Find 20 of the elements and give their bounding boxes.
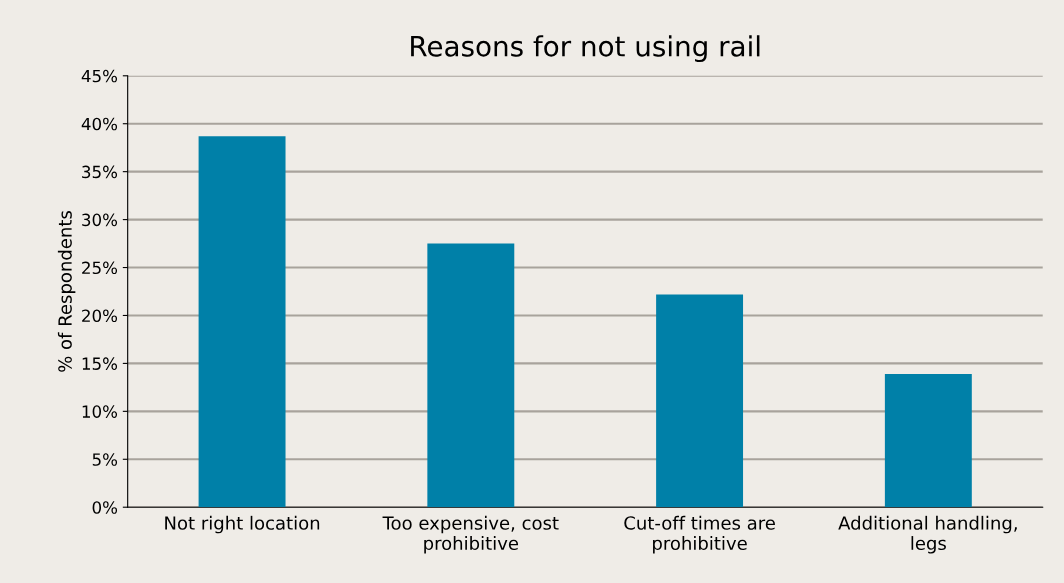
x-tick-label: Not right location: [165, 515, 320, 534]
bar: [198, 136, 286, 508]
y-tick-label: 10%: [82, 405, 118, 418]
y-tick-label: 5%: [92, 453, 118, 466]
y-tick-label: 40%: [81, 117, 118, 131]
y-tick-label: 15%: [82, 357, 118, 370]
y-tick-label: 30%: [82, 213, 118, 227]
y-axis-title: % of Respondents: [57, 211, 76, 372]
bar: [427, 243, 515, 508]
y-tick-label: 20%: [82, 309, 118, 323]
y-tick-label: 0%: [92, 501, 118, 514]
y-tick-label: 25%: [82, 261, 118, 275]
y-tick-label: 45%: [81, 69, 118, 83]
chart-title: Reasons for not using rail: [411, 35, 760, 63]
x-tick-label: Cut-off times are prohibitive: [624, 515, 775, 554]
x-tick-label: Too expensive, cost prohibitive: [382, 515, 559, 554]
bar: [656, 294, 744, 508]
bar: [884, 373, 972, 508]
x-tick-label: Additional handling, legs: [838, 515, 1017, 554]
y-tick-label: 35%: [82, 165, 118, 179]
